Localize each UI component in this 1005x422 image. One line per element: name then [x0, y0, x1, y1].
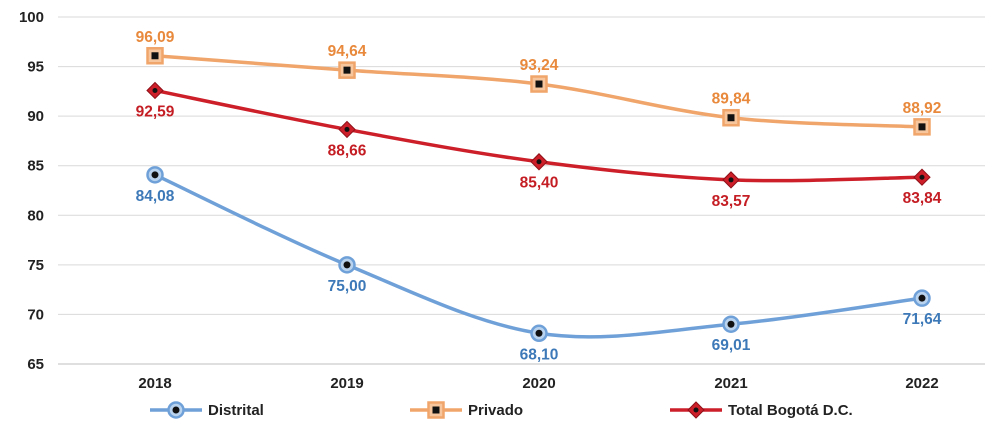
point-total-bogota-d-c-center [344, 126, 350, 132]
data-label-distrital: 75,00 [328, 278, 367, 295]
point-total-bogota-d-c-center [728, 177, 734, 183]
point-distrital-center [727, 320, 735, 328]
y-tick-label: 90 [27, 108, 44, 125]
data-label-total-bogota-d-c: 83,84 [903, 190, 942, 207]
y-tick-label: 70 [27, 306, 44, 323]
series-layer [146, 47, 931, 343]
point-privado-center [918, 123, 926, 131]
point-privado-center [535, 80, 543, 88]
legend-marker-privado-center [432, 406, 440, 414]
legend-marker-total-bogota-d-c-center [693, 407, 699, 413]
series-line-distrital [153, 173, 924, 339]
data-label-total-bogota-d-c: 83,57 [712, 193, 751, 210]
point-distrital-center [343, 261, 351, 269]
legend-label-distrital: Distrital [208, 402, 264, 419]
point-distrital-center [535, 329, 543, 337]
gridlines [58, 16, 985, 365]
point-total-bogota-d-c-center [536, 159, 542, 165]
data-label-distrital: 69,01 [712, 337, 751, 354]
y-tick-label: 95 [27, 59, 44, 76]
x-tick-label: 2021 [714, 375, 747, 392]
point-total-bogota-d-c-center [919, 174, 925, 180]
y-tick-label: 80 [27, 207, 44, 224]
data-label-distrital: 68,10 [520, 346, 559, 363]
y-tick-label: 75 [27, 257, 44, 274]
y-tick-label: 85 [27, 158, 44, 175]
data-label-privado: 93,24 [520, 57, 559, 74]
x-tick-label: 2019 [330, 375, 363, 392]
y-tick-label: 100 [19, 9, 44, 26]
data-label-privado: 96,09 [136, 29, 175, 46]
y-tick-label: 65 [27, 356, 44, 373]
data-label-total-bogota-d-c: 85,40 [520, 175, 559, 192]
x-axis: 2018 2019 2020 2021 2022 [58, 363, 985, 392]
point-total-bogota-d-c-center [152, 87, 158, 93]
legend-label-total-bogota-d-c: Total Bogotá D.C. [728, 402, 853, 419]
data-label-total-bogota-d-c: 92,59 [136, 103, 175, 120]
data-label-privado: 89,84 [712, 91, 751, 108]
data-label-privado: 88,92 [903, 100, 942, 117]
x-tick-label: 2020 [522, 375, 555, 392]
legend-label-privado: Privado [468, 402, 523, 419]
point-privado-center [343, 66, 351, 74]
point-distrital-center [918, 294, 926, 302]
x-tick-label: 2018 [138, 375, 171, 392]
point-privado-center [727, 114, 735, 122]
legend: Distrital Privado Total Bogotá D.C. [150, 401, 853, 419]
point-distrital-center [151, 171, 159, 179]
legend-marker-distrital-center [172, 406, 180, 414]
data-labels: 84,08 75,00 68,10 69,01 71,64 96,09 94,64 93,24… [136, 29, 942, 364]
y-axis: 65 70 75 80 85 90 95 100 [19, 9, 44, 373]
data-label-total-bogota-d-c: 88,66 [328, 142, 367, 159]
x-tick-label: 2022 [905, 375, 938, 392]
data-label-distrital: 84,08 [136, 188, 175, 205]
data-label-privado: 94,64 [328, 43, 367, 60]
point-privado-center [151, 52, 159, 60]
data-label-distrital: 71,64 [903, 311, 942, 328]
